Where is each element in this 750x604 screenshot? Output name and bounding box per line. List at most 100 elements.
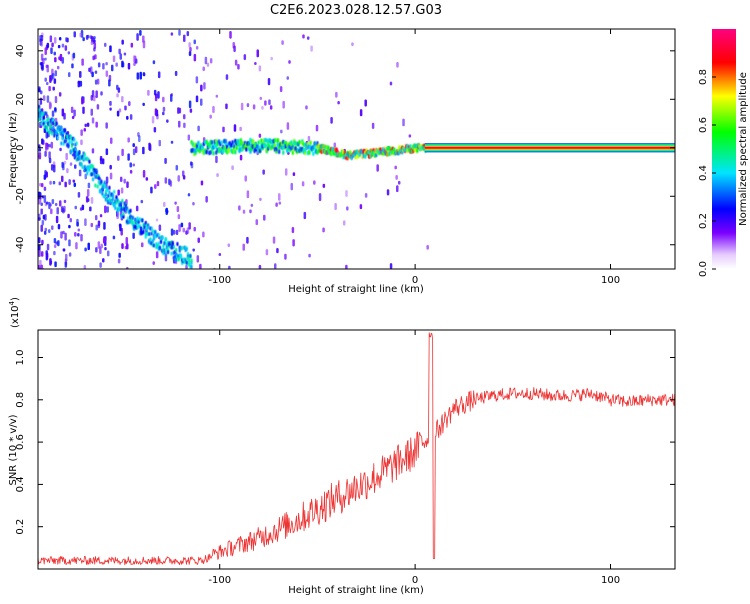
spectrogram-noise-cell xyxy=(178,120,181,128)
spectrogram-heatmap xyxy=(38,29,675,269)
spectrogram-noise-cell xyxy=(116,93,119,98)
spectrogram-noise-cell xyxy=(54,96,58,104)
spectrogram-noise-cell xyxy=(93,36,96,40)
snr-axes: -100 0 100 0.2 0.4 0.6 0.8 1.0 xyxy=(15,330,675,586)
spectrogram-noise-cell xyxy=(48,101,52,110)
spectrogram-noise-cell xyxy=(274,263,277,269)
spectrogram-noise-cell xyxy=(148,144,152,152)
spectrogram-noise-cell xyxy=(99,262,102,268)
spectrogram-noise-cell xyxy=(280,129,283,134)
spectrogram-trace-cell xyxy=(177,257,180,262)
spectrogram-noise-cell xyxy=(123,52,127,56)
spectrogram-noise-cell xyxy=(155,251,159,259)
spectrogram-noise-cell xyxy=(267,78,271,86)
spectrogram-trace-cell xyxy=(108,190,111,195)
snr-plot-area xyxy=(38,330,675,569)
spectrogram-noise-cell xyxy=(84,123,87,128)
spectrogram-noise-cell xyxy=(105,70,109,77)
spectrogram-noise-cell xyxy=(192,248,195,252)
spectrogram-noise-cell xyxy=(49,35,53,43)
spectrogram-trace-cell xyxy=(144,234,147,239)
spectrogram-trace-cell xyxy=(61,136,64,141)
spectrogram-noise-cell xyxy=(103,221,106,230)
spectrogram-noise-cell xyxy=(342,220,346,226)
spectrogram-noise-cell xyxy=(45,252,49,258)
spectrogram-noise-cell xyxy=(318,193,322,202)
spectrogram-trace-cell xyxy=(63,128,66,133)
spectrogram-noise-cell xyxy=(246,236,249,244)
spectrogram-noise-cell xyxy=(397,180,401,185)
spectrogram-line-cell xyxy=(195,144,199,149)
spectrogram-trace-cell xyxy=(103,184,106,189)
spectrogram-noise-cell xyxy=(58,200,62,207)
spectrogram-noise-cell xyxy=(152,261,155,265)
snr-series-line xyxy=(38,332,675,566)
spectrogram-noise-cell xyxy=(79,32,82,38)
spectrogram-line-cell xyxy=(313,144,316,149)
spectrogram-noise-cell xyxy=(402,118,405,127)
snr-y-scale-label: (x104) xyxy=(8,297,21,328)
spectrogram-noise-cell xyxy=(92,55,95,61)
spectrogram-noise-cell xyxy=(84,218,87,227)
spectrogram-noise-cell xyxy=(105,62,108,66)
spectrogram-noise-cell xyxy=(396,185,399,193)
spectrogram-noise-cell xyxy=(71,63,74,69)
spectrogram-noise-cell xyxy=(117,155,120,161)
spectrogram-trace-cell xyxy=(143,225,146,230)
spectrogram-noise-cell xyxy=(46,64,49,73)
spectrogram-trace-cell xyxy=(152,243,156,248)
spectrogram-noise-cell xyxy=(313,180,316,185)
spectrogram-noise-cell xyxy=(64,45,68,51)
spectrogram-line-cell xyxy=(308,150,311,155)
spectrogram-noise-cell xyxy=(93,42,97,49)
spectrogram-noise-cell xyxy=(166,119,169,123)
spectrogram-noise-cell xyxy=(38,249,41,258)
spectrogram-noise-cell xyxy=(80,129,83,136)
spectrogram-noise-cell xyxy=(264,100,267,106)
spectrogram-noise-cell xyxy=(178,224,181,232)
spectrogram-noise-cell xyxy=(84,173,87,180)
spectrogram-noise-cell xyxy=(258,264,262,269)
spectrogram-noise-cell xyxy=(38,217,41,221)
spectrogram-trace-cell xyxy=(164,251,167,256)
snr-y-tick-label: 0.2 xyxy=(15,519,26,535)
spectrogram-trace-cell xyxy=(70,143,74,148)
spectrogram-trace-cell xyxy=(190,258,193,263)
spectrogram-trace-cell xyxy=(103,180,106,185)
spectrogram-noise-cell xyxy=(126,266,129,269)
spectrogram-noise-cell xyxy=(50,141,54,149)
spectrogram-noise-cell xyxy=(175,229,179,236)
spectrogram-noise-cell xyxy=(51,225,54,231)
spectrogram-noise-cell xyxy=(71,115,75,120)
spectrogram-noise-cell xyxy=(110,64,114,72)
spectrogram-noise-cell xyxy=(119,53,122,60)
spectrogram-noise-cell xyxy=(50,164,54,171)
spectrogram-trace-cell xyxy=(49,124,52,129)
spectrogram-noise-cell xyxy=(117,87,121,93)
spectrogram-noise-cell xyxy=(345,190,348,198)
spectrogram-noise-cell xyxy=(261,106,264,110)
spectrogram-noise-cell xyxy=(68,224,71,229)
spectrogram-noise-cell xyxy=(279,86,283,93)
spectrogram-noise-cell xyxy=(137,132,140,137)
spectrogram-noise-cell xyxy=(155,218,159,222)
spectrogram-noise-cell xyxy=(335,91,338,98)
spectrogram-trace-cell xyxy=(151,229,154,234)
spectrogram-line-cell xyxy=(273,143,277,148)
spectrogram-noise-cell xyxy=(53,244,57,249)
spectrogram-noise-cell xyxy=(237,63,240,70)
spectrogram-noise-cell xyxy=(127,62,131,70)
spectrogram-noise-cell xyxy=(259,197,262,201)
spectrogram-noise-cell xyxy=(83,128,87,132)
spectrogram-noise-cell xyxy=(120,187,124,194)
spectrogram-noise-cell xyxy=(394,165,397,170)
spectrogram-noise-cell xyxy=(109,172,113,180)
spectrogram-noise-cell xyxy=(41,138,44,145)
spectrogram-noise-cell xyxy=(64,232,67,241)
spectrogram-noise-cell xyxy=(187,134,191,141)
spectrogram-noise-cell xyxy=(90,196,94,204)
spectrogram-noise-cell xyxy=(100,91,103,96)
spectrogram-noise-cell xyxy=(138,135,141,143)
spectrogram-trace-cell xyxy=(171,240,174,245)
spectrogram-noise-cell xyxy=(157,71,161,79)
